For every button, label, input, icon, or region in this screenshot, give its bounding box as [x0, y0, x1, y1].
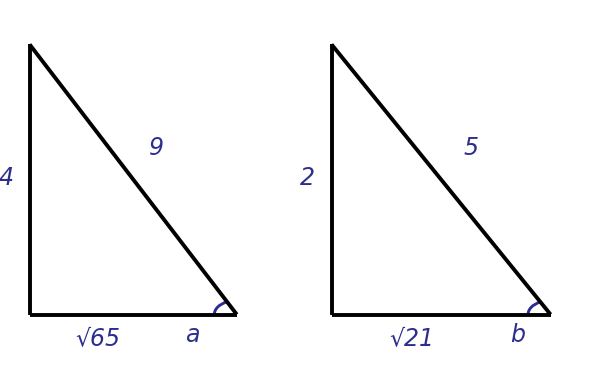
- Text: 9: 9: [149, 136, 165, 160]
- Text: b: b: [510, 323, 526, 347]
- Text: 2: 2: [300, 166, 316, 189]
- Text: a: a: [185, 323, 200, 347]
- Text: 4: 4: [0, 166, 14, 189]
- Text: √21: √21: [389, 327, 434, 350]
- Text: √65: √65: [75, 327, 120, 350]
- Text: 5: 5: [463, 136, 478, 160]
